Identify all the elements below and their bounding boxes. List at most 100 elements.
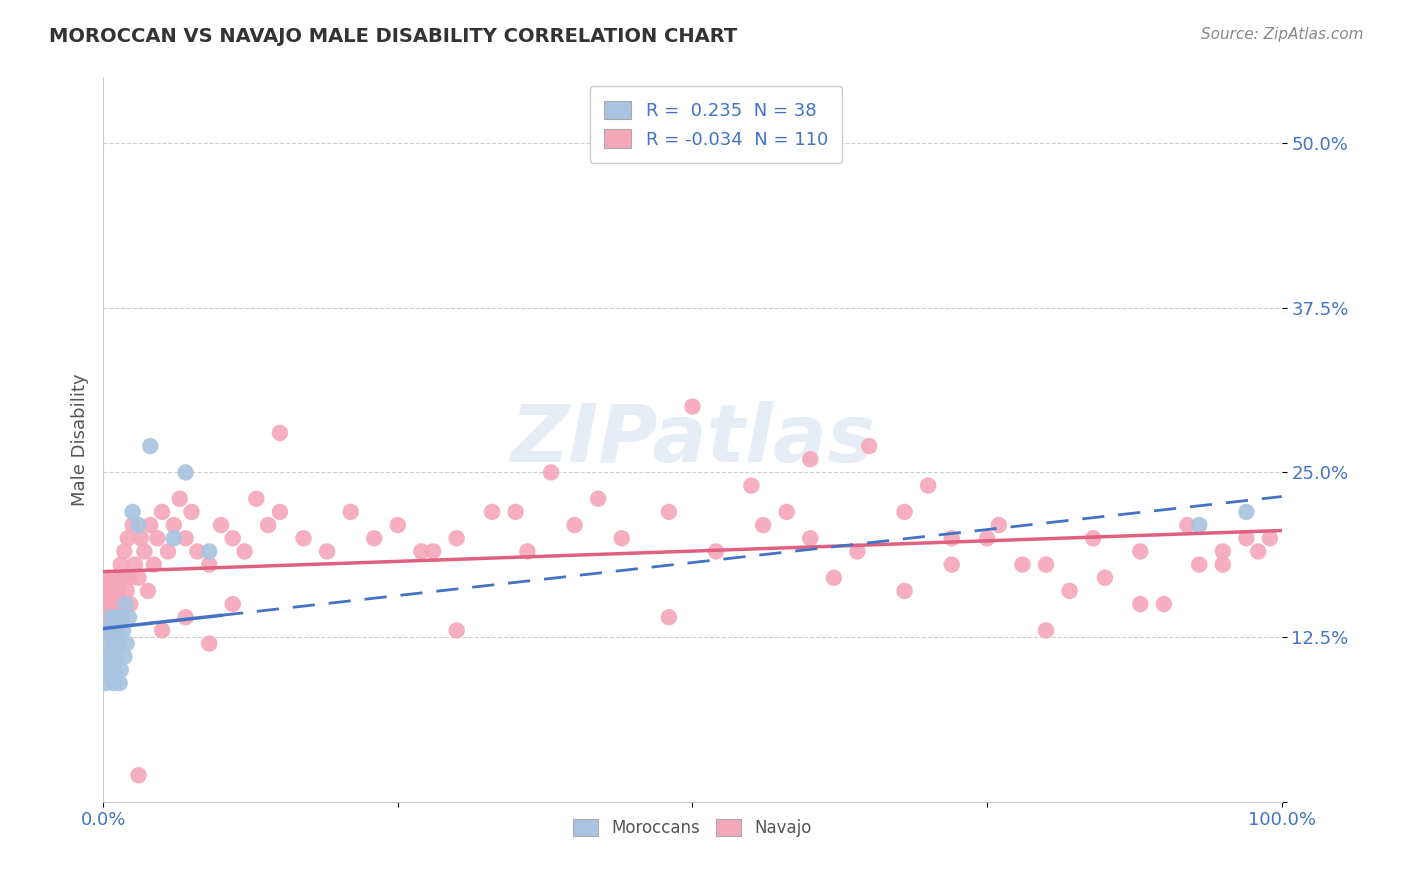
Point: [1081, 531, 1104, 545]
Point: [1247, 544, 1270, 558]
Point: [103, 637, 125, 651]
Point: [121, 505, 143, 519]
Point: [446, 531, 468, 545]
Legend: Moroccans, Navajo: Moroccans, Navajo: [567, 813, 818, 844]
Point: [858, 439, 880, 453]
Point: [163, 518, 186, 533]
Point: [658, 505, 681, 519]
Point: [1059, 583, 1081, 598]
Point: [127, 518, 149, 533]
Point: [98, 597, 121, 611]
Point: [316, 544, 339, 558]
Point: [98, 624, 121, 638]
Point: [1188, 518, 1211, 533]
Point: [1035, 624, 1057, 638]
Point: [98, 610, 121, 624]
Point: [103, 676, 125, 690]
Point: [174, 531, 197, 545]
Point: [112, 544, 135, 558]
Point: [146, 531, 169, 545]
Y-axis label: Male Disability: Male Disability: [72, 373, 89, 506]
Point: [1258, 531, 1281, 545]
Point: [115, 637, 138, 651]
Point: [893, 505, 915, 519]
Point: [108, 676, 131, 690]
Text: MOROCCAN VS NAVAJO MALE DISABILITY CORRELATION CHART: MOROCCAN VS NAVAJO MALE DISABILITY CORRE…: [49, 27, 738, 45]
Point: [93, 597, 115, 611]
Point: [98, 583, 121, 598]
Point: [976, 531, 998, 545]
Point: [101, 624, 124, 638]
Point: [98, 624, 121, 638]
Point: [97, 637, 120, 651]
Point: [269, 505, 291, 519]
Point: [752, 518, 775, 533]
Point: [269, 425, 291, 440]
Point: [823, 571, 845, 585]
Point: [150, 624, 173, 638]
Point: [139, 518, 162, 533]
Point: [118, 610, 141, 624]
Point: [136, 583, 159, 598]
Point: [110, 663, 132, 677]
Point: [108, 597, 131, 611]
Point: [1188, 558, 1211, 572]
Point: [98, 649, 121, 664]
Point: [222, 531, 245, 545]
Point: [163, 531, 186, 545]
Point: [339, 505, 361, 519]
Point: [127, 571, 149, 585]
Point: [564, 518, 586, 533]
Point: [610, 531, 633, 545]
Point: [94, 676, 117, 690]
Point: [134, 544, 156, 558]
Point: [118, 571, 141, 585]
Point: [107, 637, 129, 651]
Point: [1094, 571, 1116, 585]
Point: [111, 610, 134, 624]
Point: [681, 400, 703, 414]
Point: [127, 768, 149, 782]
Point: [139, 439, 162, 453]
Point: [174, 610, 197, 624]
Point: [245, 491, 267, 506]
Point: [96, 649, 118, 664]
Point: [505, 505, 527, 519]
Point: [97, 571, 120, 585]
Point: [387, 518, 409, 533]
Point: [941, 558, 963, 572]
Point: [186, 544, 208, 558]
Point: [100, 610, 122, 624]
Point: [198, 544, 221, 558]
Point: [101, 571, 124, 585]
Point: [104, 610, 127, 624]
Point: [586, 491, 609, 506]
Point: [97, 663, 120, 677]
Point: [97, 597, 120, 611]
Point: [98, 663, 121, 677]
Point: [121, 518, 143, 533]
Point: [658, 610, 681, 624]
Point: [105, 624, 128, 638]
Point: [114, 597, 136, 611]
Point: [1011, 558, 1033, 572]
Point: [198, 637, 221, 651]
Point: [115, 583, 138, 598]
Point: [1035, 558, 1057, 572]
Point: [799, 452, 821, 467]
Point: [1234, 531, 1257, 545]
Point: [1177, 518, 1199, 533]
Point: [846, 544, 869, 558]
Point: [481, 505, 503, 519]
Point: [292, 531, 315, 545]
Point: [257, 518, 280, 533]
Point: [222, 597, 245, 611]
Point: [105, 571, 128, 585]
Point: [100, 649, 122, 664]
Point: [776, 505, 799, 519]
Point: [112, 624, 135, 638]
Point: [169, 491, 191, 506]
Point: [1212, 558, 1234, 572]
Point: [114, 597, 136, 611]
Point: [740, 478, 762, 492]
